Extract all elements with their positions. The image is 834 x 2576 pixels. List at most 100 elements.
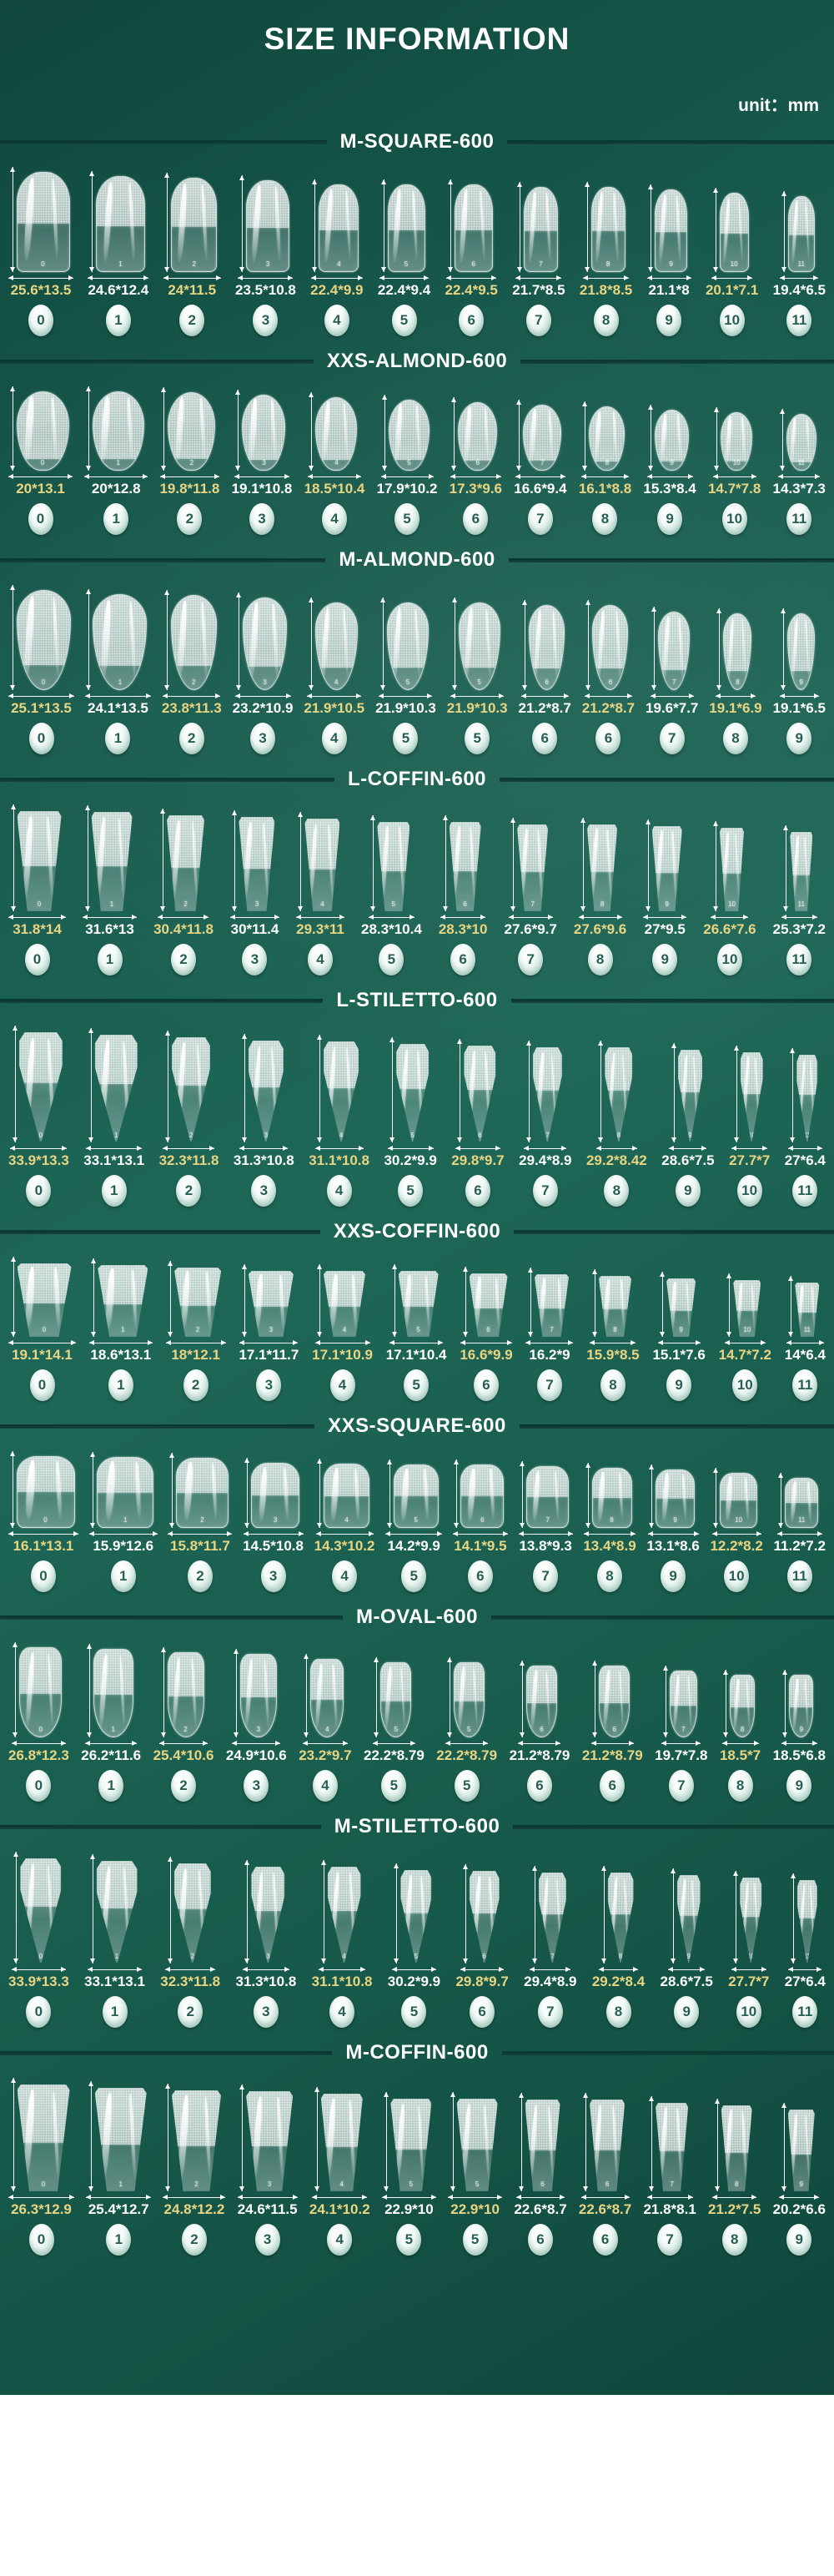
nail-embossed-number: 4	[325, 1726, 329, 1733]
nail-embossed-number: 0	[38, 1132, 43, 1139]
length-arrow-icon	[649, 2096, 655, 2191]
length-arrow-icon	[671, 1043, 676, 1142]
index-number: 0	[38, 1377, 47, 1393]
nail-tip-image: 1	[97, 1457, 154, 1528]
index-circle: 4	[321, 723, 347, 754]
size-label: 31.1*10.8	[311, 1974, 373, 1989]
width-arrow-icon	[368, 915, 414, 920]
nail-tip-image: 8	[607, 1873, 634, 1963]
size-label: 31.6*13	[85, 921, 134, 937]
nail-tip-image: 4	[315, 397, 358, 471]
length-arrow-icon	[583, 2093, 589, 2191]
width-arrow-icon	[163, 693, 221, 698]
width-arrow-icon	[448, 2195, 503, 2200]
nail-graphic: 5	[382, 395, 430, 471]
size-label: 13.8*9.3	[519, 1538, 572, 1554]
nail-embossed-number: 11	[798, 1516, 806, 1524]
width-arrow-icon	[776, 1531, 822, 1536]
size-label: 15.3*8.4	[643, 481, 696, 497]
nail-embossed-number: 6	[482, 1953, 486, 1960]
index-number: 2	[186, 2004, 194, 2019]
size-label: 18.5*6.8	[772, 1747, 826, 1763]
nail-graphic: 10	[726, 1273, 761, 1337]
width-arrow-icon	[83, 915, 138, 920]
nail-graphic: 7	[516, 182, 558, 272]
nail-tip-image: 6	[464, 1046, 496, 1142]
nail-item: 9 21.1*8 9	[646, 184, 691, 336]
index-circle: 8	[592, 503, 618, 535]
nail-graphic: 6	[519, 1661, 557, 1737]
section-title: M-COFFIN-600	[345, 2041, 489, 2064]
nail-embossed-number: 7	[671, 678, 676, 686]
nail-tip-image: 8	[605, 1047, 633, 1142]
size-label: 14.7*7.2	[718, 1347, 771, 1363]
index-number: 1	[109, 1182, 118, 1198]
index-number: 4	[340, 1568, 349, 1584]
frost-area	[171, 2090, 221, 2146]
length-arrow-icon	[598, 1041, 604, 1142]
index-circle: 9	[786, 2224, 812, 2256]
width-arrow-icon	[780, 275, 819, 280]
nail-embossed-number: 7	[550, 1326, 554, 1333]
size-label: 21.9*10.3	[375, 700, 436, 716]
size-label: 25.4*10.6	[153, 1747, 214, 1763]
size-label: 17.1*11.7	[239, 1347, 299, 1363]
length-arrow-icon	[645, 819, 651, 911]
nail-graphic: 6	[447, 179, 493, 272]
nail-tip-image: 9	[666, 1278, 696, 1337]
size-label: 18*12.1	[171, 1347, 220, 1363]
index-circle: 0	[28, 503, 53, 535]
index-circle: 11	[792, 1175, 818, 1207]
index-circle: 3	[253, 305, 279, 336]
width-arrow-icon	[580, 2195, 630, 2200]
width-arrow-icon	[381, 2195, 436, 2200]
index-circle: 8	[593, 305, 619, 336]
nail-item: 3 23.2*10.9 3	[233, 592, 293, 754]
width-arrow-icon	[307, 474, 361, 479]
frost-area	[174, 1268, 222, 1306]
index-number: 4	[335, 2231, 344, 2247]
width-arrow-icon	[445, 1741, 489, 1746]
nail-embossed-number: 1	[123, 1516, 128, 1524]
nail-graphic: 11	[781, 191, 815, 272]
frost-area	[651, 826, 682, 874]
nail-graphic: 3	[236, 592, 288, 690]
nail-embossed-number: 11	[797, 260, 805, 268]
width-arrow-icon	[239, 1146, 289, 1151]
nail-embossed-number: 7	[545, 1516, 550, 1524]
size-label: 17.1*10.9	[312, 1347, 373, 1363]
size-label: 22.9*10	[450, 2201, 500, 2217]
width-arrow-icon	[8, 2195, 74, 2200]
index-number: 9	[795, 730, 803, 746]
nail-item: 4 29.3*11 4	[295, 812, 344, 975]
length-arrow-icon	[13, 1852, 19, 1964]
size-label: 28.6*7.5	[660, 1974, 713, 1989]
index-number: 9	[684, 1182, 692, 1198]
nail-embossed-number: 9	[686, 1953, 691, 1960]
width-arrow-icon	[450, 693, 505, 698]
index-number: 2	[188, 730, 196, 746]
index-circle: 3	[256, 1369, 282, 1401]
nail-item: 5 21.9*10.3 5	[375, 597, 436, 754]
length-arrow-icon	[379, 597, 385, 690]
index-number: 8	[612, 1182, 621, 1198]
frost-area	[527, 1467, 569, 1497]
length-arrow-icon	[233, 1649, 239, 1737]
nail-embossed-number: 4	[334, 459, 339, 466]
nail-graphic: 5	[374, 1657, 412, 1737]
nail-embossed-number: 0	[37, 900, 42, 908]
nail-tip-image: 1	[92, 391, 144, 471]
nail-item: 9 19.1*6.5 9	[773, 608, 826, 754]
nail-embossed-number: 9	[670, 459, 674, 466]
index-number: 0	[33, 951, 42, 967]
nail-graphic: 2	[161, 387, 216, 471]
nail-row: 0 19.1*14.1 0 1 18.6*13.1 1 2 18*12.1 2 3 17.1*11.…	[0, 1252, 834, 1401]
size-label: 17.3*9.6	[449, 481, 502, 497]
nail-item: 2 24*11.5 2	[163, 173, 221, 336]
length-arrow-icon	[10, 2078, 16, 2191]
width-arrow-icon	[712, 474, 756, 479]
index-number: 5	[387, 951, 396, 967]
nail-embossed-number: 2	[189, 459, 194, 466]
nail-item: 0 25.1*13.5 0	[8, 585, 74, 754]
nail-item: 5 22.2*8.79 5	[436, 1657, 497, 1802]
